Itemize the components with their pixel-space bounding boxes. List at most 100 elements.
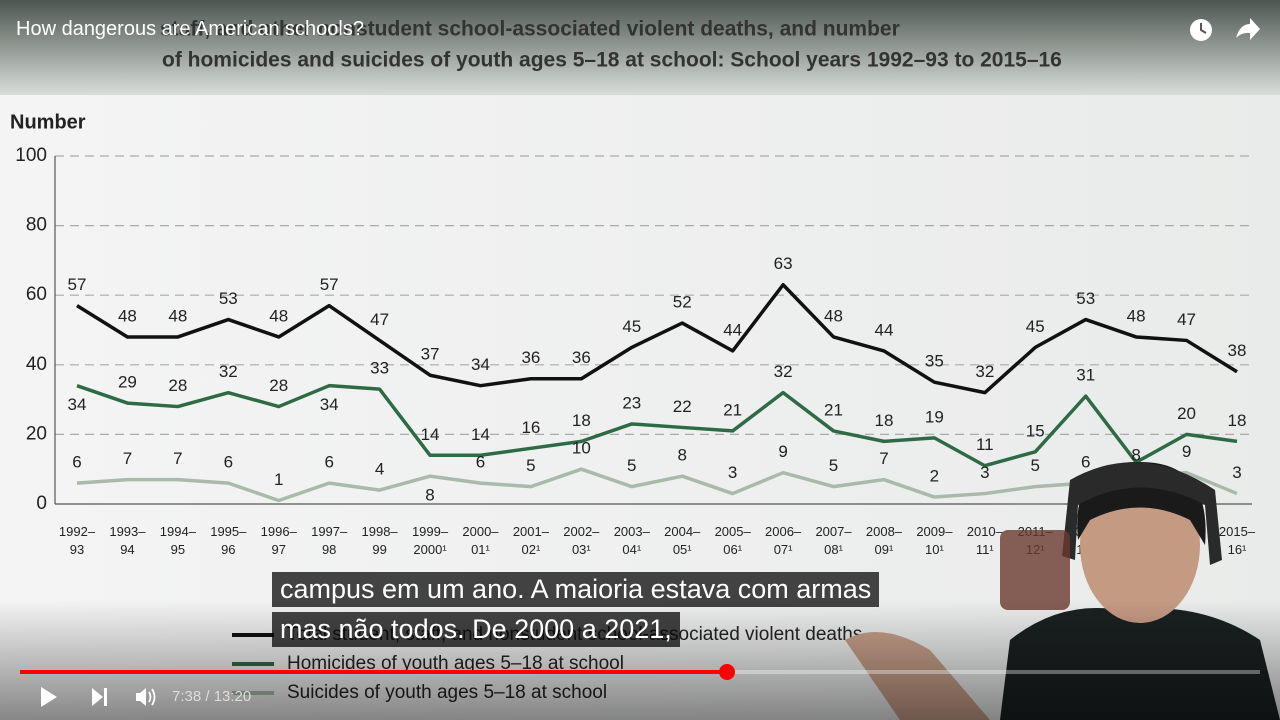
data-label: 34 [320, 395, 339, 414]
data-label: 5 [526, 456, 535, 475]
data-label: 28 [168, 376, 187, 395]
data-label: 8 [1131, 446, 1140, 465]
data-label: 29 [118, 373, 137, 392]
chart-title: staff, and other nonstudent school-assoc… [160, 18, 900, 41]
x-tick-label: 1999– 2000¹ [412, 524, 449, 557]
data-label: 21 [824, 400, 843, 419]
data-label: 32 [975, 362, 994, 381]
data-label: 1 [274, 470, 283, 489]
data-label: 36 [521, 348, 540, 367]
x-tick-label: 1997– 98 [311, 524, 348, 557]
data-label: 5 [1031, 456, 1040, 475]
data-label: 6 [476, 453, 485, 472]
x-tick-label: 2006– 07¹ [765, 524, 802, 557]
data-label: 35 [925, 352, 944, 371]
data-label: 2 [930, 467, 939, 486]
data-label: 47 [370, 310, 389, 329]
data-label: 3 [980, 463, 989, 482]
data-label: 48 [269, 306, 288, 325]
data-label: 38 [1228, 341, 1247, 360]
x-tick-label: 2010– 11¹ [967, 524, 1004, 557]
x-tick-label: 2008– 09¹ [866, 524, 903, 557]
data-label: 11 [976, 435, 994, 454]
y-axis-label: Number [10, 111, 86, 133]
data-label: 7 [123, 449, 132, 468]
data-label: 48 [824, 306, 843, 325]
data-label: 18 [874, 411, 893, 430]
scrubber[interactable] [718, 664, 735, 680]
x-tick-label: 1998– 99 [362, 524, 399, 557]
x-tick-label: 1995– 96 [210, 524, 247, 557]
data-label: 37 [421, 345, 440, 364]
x-tick-label: 2015– 16¹ [1219, 524, 1256, 557]
y-tick-label: 80 [26, 215, 47, 236]
data-label: 44 [874, 320, 893, 339]
data-label: 9 [778, 442, 787, 461]
data-label: 32 [219, 362, 238, 381]
data-label: 7 [173, 449, 182, 468]
data-label: 4 [375, 460, 384, 479]
data-label: 48 [1127, 306, 1146, 325]
data-label: 48 [168, 306, 187, 325]
data-label: 3 [1232, 463, 1241, 482]
data-label: 19 [925, 407, 944, 426]
data-label: 14 [471, 425, 490, 444]
data-label: 63 [774, 254, 793, 273]
x-tick-label: 1992– 93 [59, 524, 96, 557]
y-tick-label: 40 [26, 354, 47, 375]
data-label: 6 [324, 453, 333, 472]
series-line [76, 467, 1238, 503]
data-label: 28 [269, 376, 288, 395]
data-label: 47 [1177, 310, 1196, 329]
y-tick-label: 100 [15, 145, 47, 166]
video-title: How dangerous are American schools? [16, 18, 364, 40]
data-label: 34 [471, 355, 490, 374]
x-tick-label: 1994– 95 [160, 524, 197, 557]
y-tick-label: 0 [36, 493, 47, 514]
caption-line: mas não todos. De 2000 a 2021, [272, 612, 680, 647]
caption-line: campus em um ano. A maioria estava com a… [272, 572, 880, 607]
data-label: 18 [572, 411, 591, 430]
data-label: 8 [425, 486, 434, 505]
data-label: 5 [627, 456, 636, 475]
y-tick-label: 60 [26, 284, 47, 305]
data-label: 48 [118, 306, 137, 325]
series-line [76, 383, 1238, 468]
data-label: 10 [572, 439, 591, 458]
data-label: 34 [68, 395, 87, 414]
data-label: 6 [224, 453, 233, 472]
data-label: 6 [72, 453, 81, 472]
data-label: 21 [723, 400, 742, 419]
data-label: 7 [879, 449, 888, 468]
data-label: 6 [1081, 453, 1090, 472]
data-label: 36 [572, 348, 591, 367]
y-tick-label: 20 [26, 423, 47, 444]
x-tick-label: 2001– 02¹ [513, 524, 550, 557]
x-tick-label: 2002– 03¹ [563, 524, 600, 557]
data-label: 53 [1076, 289, 1095, 308]
data-label: 33 [370, 359, 389, 378]
data-label: 3 [728, 463, 737, 482]
data-label: 5 [829, 456, 838, 475]
data-label: 22 [673, 397, 692, 416]
data-label: 57 [68, 275, 87, 294]
data-label: 8 [677, 446, 686, 465]
data-label: 18 [1228, 411, 1247, 430]
header [0, 0, 1280, 95]
x-tick-label: 1996– 97 [261, 524, 298, 557]
data-label: 20 [1177, 404, 1196, 423]
data-label: 52 [673, 293, 692, 312]
data-label: 53 [219, 289, 238, 308]
data-label: 31 [1076, 366, 1095, 385]
data-label: 45 [1026, 317, 1045, 336]
chart-title: of homicides and suicides of youth ages … [162, 49, 1062, 72]
x-tick-label: 2003– 04¹ [614, 524, 651, 557]
x-tick-label: 1993– 94 [109, 524, 146, 557]
data-label: 57 [320, 275, 339, 294]
data-label: 44 [723, 320, 742, 339]
data-label: 15 [1026, 421, 1045, 440]
progress-track[interactable] [20, 664, 1260, 680]
data-label: 23 [622, 393, 641, 412]
x-tick-label: 2000– 01¹ [462, 524, 499, 557]
